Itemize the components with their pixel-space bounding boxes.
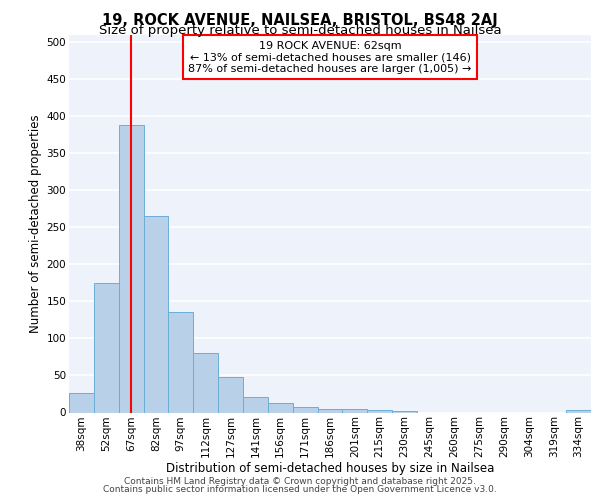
Bar xyxy=(94,283,119,412)
Bar xyxy=(69,392,94,412)
Y-axis label: Number of semi-detached properties: Number of semi-detached properties xyxy=(29,114,43,333)
Bar xyxy=(218,377,243,412)
Text: Contains HM Land Registry data © Crown copyright and database right 2025.: Contains HM Land Registry data © Crown c… xyxy=(124,477,476,486)
Text: 19 ROCK AVENUE: 62sqm
← 13% of semi-detached houses are smaller (146)
87% of sem: 19 ROCK AVENUE: 62sqm ← 13% of semi-deta… xyxy=(188,40,472,74)
Bar xyxy=(193,352,218,412)
Bar xyxy=(143,216,169,412)
Text: Contains public sector information licensed under the Open Government Licence v3: Contains public sector information licen… xyxy=(103,485,497,494)
Bar xyxy=(169,312,193,412)
Bar xyxy=(268,403,293,412)
Bar xyxy=(243,397,268,412)
Bar xyxy=(293,406,317,412)
X-axis label: Distribution of semi-detached houses by size in Nailsea: Distribution of semi-detached houses by … xyxy=(166,462,494,474)
Text: 19, ROCK AVENUE, NAILSEA, BRISTOL, BS48 2AJ: 19, ROCK AVENUE, NAILSEA, BRISTOL, BS48 … xyxy=(102,13,498,28)
Bar xyxy=(566,410,591,412)
Bar xyxy=(119,126,143,412)
Bar xyxy=(392,411,417,412)
Bar xyxy=(317,409,343,412)
Bar xyxy=(343,409,367,412)
Text: Size of property relative to semi-detached houses in Nailsea: Size of property relative to semi-detach… xyxy=(98,24,502,37)
Bar xyxy=(367,410,392,412)
